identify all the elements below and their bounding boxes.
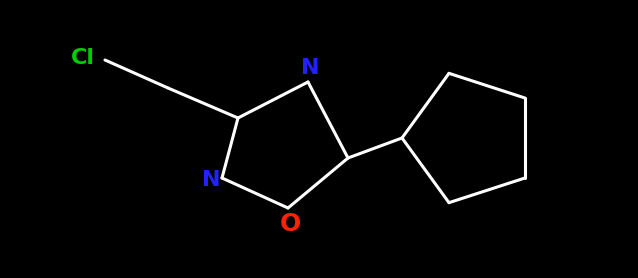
Text: Cl: Cl [71,48,95,68]
Text: O: O [279,212,300,236]
Text: N: N [202,170,220,190]
Text: N: N [300,58,319,78]
